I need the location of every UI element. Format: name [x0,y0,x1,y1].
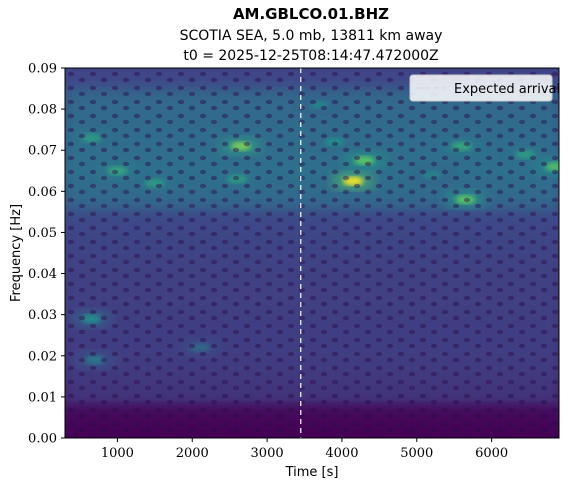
x-tick-label: 6000 [475,446,508,461]
y-axis-ticks: 0.00 0.01 0.02 0.03 0.04 0.05 0.06 0.07 0.08 0.09 [28,62,65,447]
x-tick-label: 2000 [176,446,209,461]
y-axis-label: Frequency [Hz] [9,204,24,302]
legend: Expected arrival [409,74,560,102]
y-tick-label: 0.07 [28,144,57,159]
legend-box [409,74,553,102]
x-tick-label: 3000 [251,446,284,461]
y-tick-label: 0.06 [28,185,57,200]
y-tick-label: 0.05 [28,226,57,241]
y-tick-label: 0.01 [28,390,57,405]
y-tick-label: 0.00 [28,432,57,447]
x-tick-label: 4000 [325,446,358,461]
y-tick-label: 0.09 [28,62,57,77]
axes-frame [64,67,560,439]
figure-subtitle-event: SCOTIA SEA, 5.0 mb, 13811 km away [180,28,443,44]
speckle-texture [65,68,559,438]
plot-area [65,68,559,438]
y-tick-label: 0.03 [28,308,57,323]
y-tick-label: 0.04 [28,267,57,282]
legend-label-expected-arrival: Expected arrival [454,82,560,97]
x-axis-ticks: 1000 2000 3000 4000 5000 6000 [101,438,508,461]
x-tick-label: 1000 [101,446,134,461]
figure-title: AM.GBLCO.01.BHZ [233,5,389,23]
x-tick-label: 5000 [400,446,433,461]
x-axis-label: Time [s] [285,465,339,480]
y-tick-label: 0.08 [28,103,57,118]
figure-subtitle-time: t0 = 2025-12-25T08:14:47.472000Z [183,48,438,64]
y-tick-label: 0.02 [28,349,57,364]
